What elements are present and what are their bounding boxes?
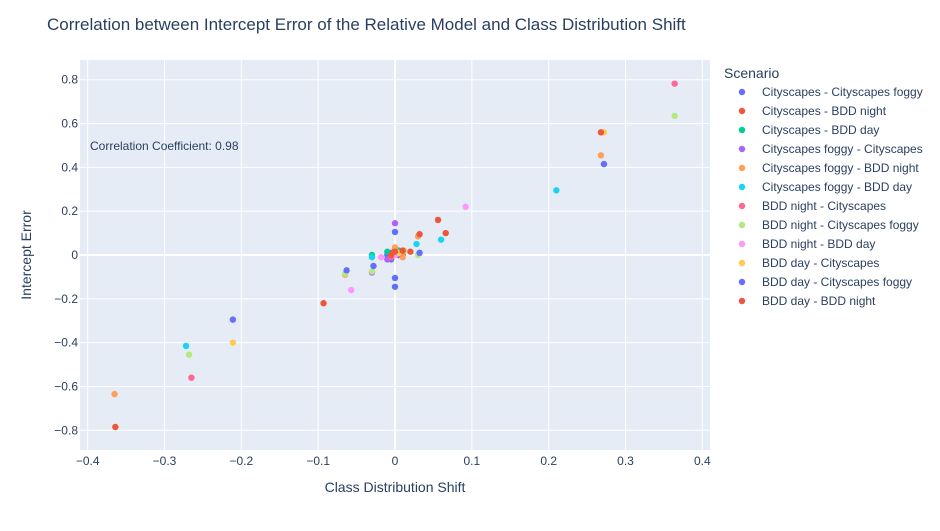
data-point[interactable] — [370, 262, 377, 270]
data-point[interactable] — [407, 248, 414, 255]
data-point[interactable] — [399, 247, 406, 254]
data-point[interactable] — [185, 351, 193, 358]
data-point[interactable] — [416, 249, 423, 257]
data-point[interactable] — [112, 423, 119, 431]
data-point[interactable] — [343, 267, 350, 274]
legend-item-label[interactable]: BDD day - Cityscapes foggy — [762, 275, 912, 289]
data-point[interactable] — [553, 187, 560, 194]
legend-item-label[interactable]: BDD day - Cityscapes — [762, 256, 879, 270]
y-tick-label: −0.2 — [54, 292, 78, 306]
chart-title: Correlation between Intercept Error of t… — [47, 15, 686, 34]
y-tick-labels: −0.8 −0.6 −0.4 −0.2 0 0.2 0.4 0.6 0.8 — [54, 73, 78, 438]
y-tick-label: −0.8 — [54, 423, 78, 437]
legend-item-label[interactable]: BDD night - Cityscapes foggy — [762, 218, 919, 232]
data-point[interactable] — [597, 152, 605, 159]
data-point[interactable] — [391, 220, 399, 227]
y-tick-label: 0.8 — [61, 73, 78, 87]
x-tick-label: 0.4 — [694, 454, 711, 468]
data-point[interactable] — [368, 253, 376, 261]
legend-marker — [738, 221, 746, 229]
data-point[interactable] — [600, 160, 608, 168]
data-point[interactable] — [597, 129, 605, 136]
legend-title: Scenario — [724, 65, 779, 81]
x-tick-label: 0.1 — [463, 454, 480, 468]
y-tick-label: 0.2 — [61, 204, 78, 218]
legend-item-label[interactable]: Cityscapes foggy - BDD day — [762, 180, 912, 194]
y-tick-label: −0.4 — [54, 336, 78, 350]
data-point[interactable] — [387, 251, 395, 259]
x-tick-label: 0.3 — [617, 454, 634, 468]
y-axis-title: Intercept Error — [18, 210, 34, 300]
data-point[interactable] — [368, 268, 376, 275]
data-point[interactable] — [671, 80, 678, 87]
legend-item-label[interactable]: BDD day - BDD night — [762, 294, 876, 308]
legend-item-label[interactable]: Cityscapes - BDD day — [762, 123, 879, 137]
x-tick-labels: −0.4 −0.3 −0.2 −0.1 0 0.1 0.2 0.3 0.4 — [76, 454, 711, 468]
legend-marker — [738, 88, 746, 96]
legend-marker — [738, 278, 746, 286]
legend-marker — [738, 126, 746, 134]
x-tick-label: 0.2 — [540, 454, 557, 468]
legend-item-label[interactable]: BDD night - Cityscapes — [762, 199, 886, 213]
x-tick-label: −0.1 — [306, 454, 330, 468]
x-tick-label: −0.4 — [76, 454, 100, 468]
legend-marker — [738, 297, 746, 305]
data-point[interactable] — [391, 283, 399, 290]
y-tick-label: 0 — [71, 248, 78, 262]
data-point[interactable] — [442, 229, 449, 237]
legend-item-label[interactable]: Cityscapes foggy - BDD night — [762, 161, 919, 175]
data-point[interactable] — [391, 244, 399, 251]
legend-marker — [738, 107, 746, 115]
data-point[interactable] — [413, 240, 420, 248]
legend-marker — [738, 240, 746, 248]
y-tick-label: 0.6 — [61, 117, 78, 131]
data-point[interactable] — [434, 216, 442, 224]
y-tick-label: 0.4 — [61, 160, 78, 174]
correlation-annotation: Correlation Coefficient: 0.98 — [90, 139, 239, 153]
legend-item-label[interactable]: Cityscapes foggy - Cityscapes — [762, 142, 923, 156]
data-point[interactable] — [437, 236, 445, 243]
x-tick-label: 0 — [392, 454, 399, 468]
legend-marker — [738, 145, 746, 153]
data-point[interactable] — [111, 390, 118, 398]
data-point[interactable] — [377, 253, 385, 261]
x-tick-label: −0.2 — [229, 454, 253, 468]
y-tick-label: −0.6 — [54, 379, 78, 393]
legend-item-label[interactable]: Cityscapes - Cityscapes foggy — [762, 85, 923, 99]
data-point[interactable] — [391, 274, 399, 282]
legend-marker — [738, 202, 746, 210]
data-point[interactable] — [229, 339, 237, 346]
data-points[interactable] — [111, 80, 678, 431]
data-point[interactable] — [391, 228, 399, 236]
data-point[interactable] — [182, 342, 190, 350]
data-point[interactable] — [188, 374, 195, 381]
x-axis-title: Class Distribution Shift — [325, 479, 466, 495]
legend-item-label[interactable]: Cityscapes - BDD night — [762, 104, 887, 118]
legend-marker — [738, 259, 746, 267]
legend: Scenario Cityscapes - Cityscapes foggy Ci… — [724, 65, 923, 308]
legend-item-label[interactable]: BDD night - BDD day — [762, 237, 875, 251]
data-point[interactable] — [462, 203, 469, 210]
data-point[interactable] — [348, 286, 355, 294]
data-point[interactable] — [320, 300, 327, 307]
data-point[interactable] — [229, 316, 237, 323]
x-tick-label: −0.3 — [153, 454, 177, 468]
legend-marker — [738, 183, 746, 191]
data-point[interactable] — [416, 230, 423, 238]
data-point[interactable] — [671, 112, 678, 120]
legend-marker — [738, 164, 746, 172]
